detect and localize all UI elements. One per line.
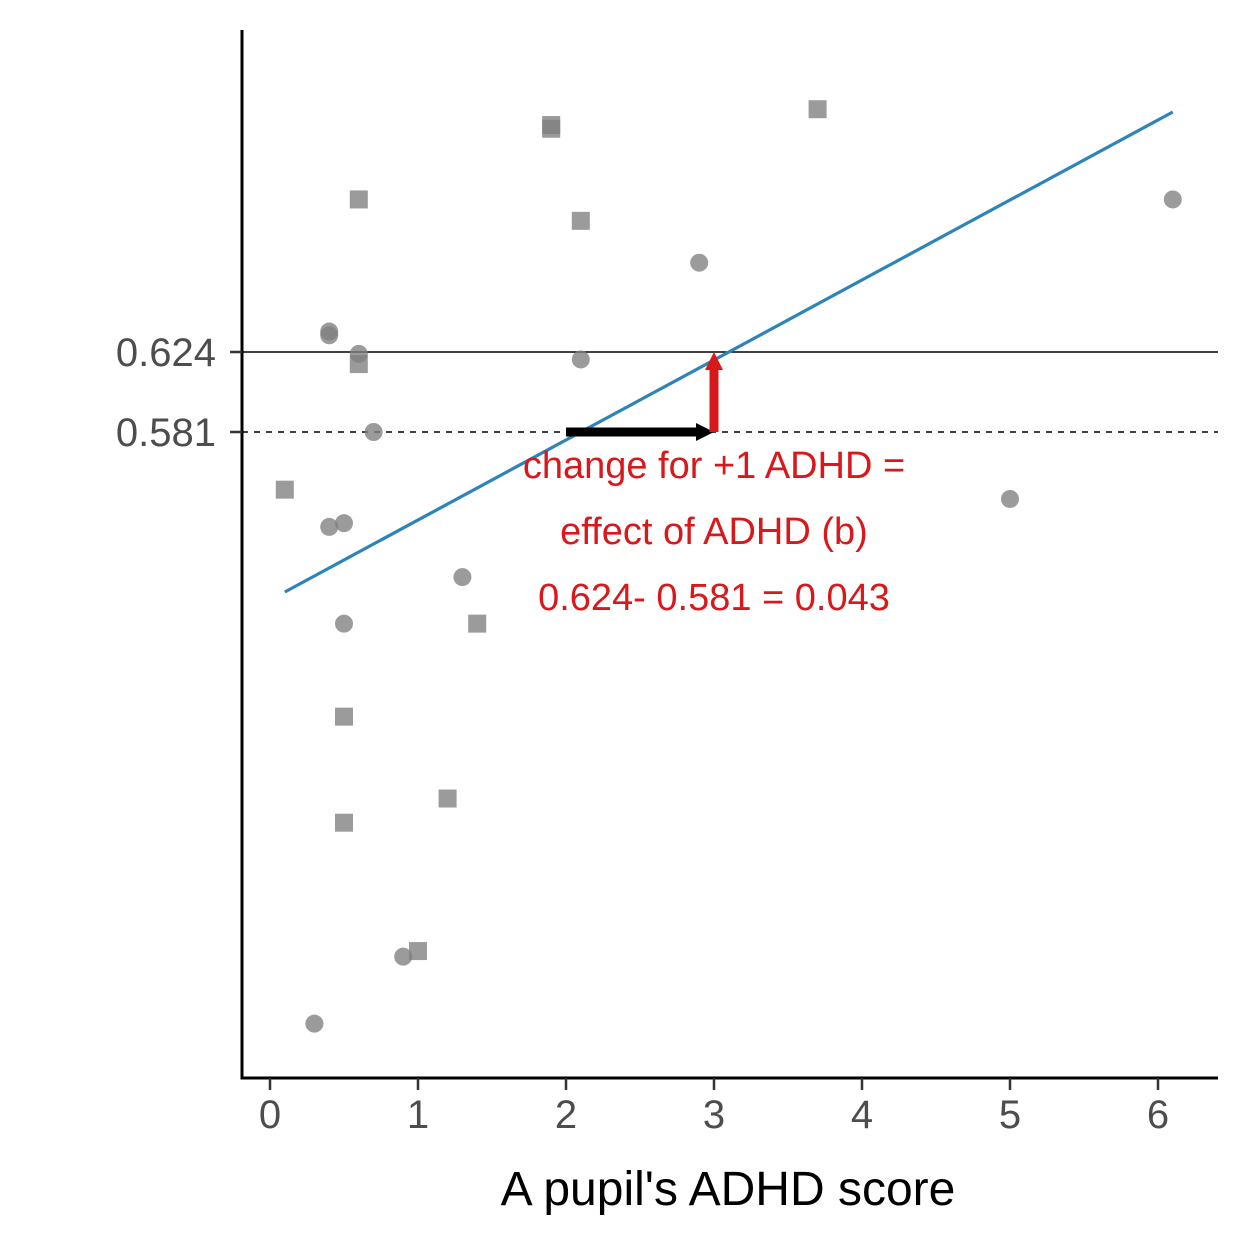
circle-point (320, 326, 339, 345)
black-arrow-head (696, 423, 714, 441)
regression-line-group (284, 110, 1174, 594)
y-tick-label: 0.624 (116, 331, 216, 375)
square-point (349, 190, 368, 209)
x-tick-label: 5 (999, 1093, 1021, 1137)
square-point (335, 707, 353, 726)
arrows (566, 352, 723, 441)
x-tick-label: 6 (1147, 1093, 1169, 1137)
circle-point (320, 517, 339, 536)
square-point (335, 813, 353, 832)
square-point (808, 100, 827, 119)
x-tick-label: 0 (259, 1093, 281, 1137)
square-point (275, 480, 294, 499)
square-point (409, 942, 427, 961)
circle-point (305, 1014, 324, 1033)
square-point (468, 614, 487, 633)
circle-point (571, 350, 590, 369)
circle-point (349, 344, 368, 363)
y-tick-label: 0.581 (116, 411, 216, 455)
data-points (275, 100, 1182, 1033)
square-point (438, 789, 457, 808)
circle-point (394, 947, 413, 966)
circle-point (690, 253, 709, 272)
annotation-line: effect of ADHD (b) (560, 511, 868, 553)
annotation-line: change for +1 ADHD = (523, 445, 905, 487)
x-tick-label: 1 (407, 1093, 429, 1137)
reference-lines (242, 351, 1218, 433)
circle-point (1001, 489, 1019, 508)
x-axis-title: A pupil's ADHD score (501, 1163, 956, 1216)
annotation: change for +1 ADHD = effect of ADHD (b) 0.… (523, 445, 905, 619)
x-tick-label: 2 (555, 1093, 577, 1137)
square-point (571, 211, 590, 230)
circle-point (335, 514, 353, 533)
circle-point (1163, 190, 1182, 209)
circle-point (364, 423, 383, 441)
red-arrow-head (705, 352, 723, 370)
x-tick-label: 4 (851, 1093, 873, 1137)
annotation-line: 0.624- 0.581 = 0.043 (538, 577, 890, 619)
square-point (542, 119, 561, 138)
circle-point (453, 568, 472, 587)
axes: 0 1 2 3 4 5 6 0.581 0.624 (116, 30, 1218, 1137)
x-tick-label: 3 (703, 1093, 725, 1137)
regression-line (284, 110, 1174, 594)
circle-point (335, 614, 353, 633)
